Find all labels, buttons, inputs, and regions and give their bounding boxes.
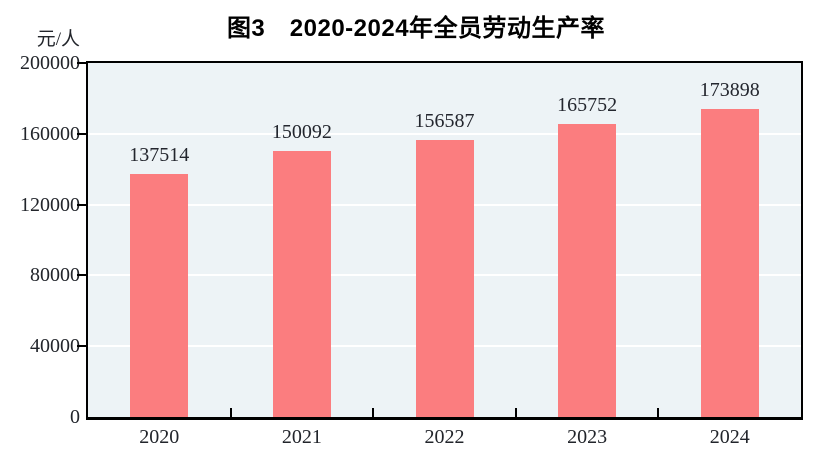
x-tick-label: 2024	[709, 426, 750, 448]
y-axis-unit-label: 元/人	[36, 29, 80, 50]
bar-value-label: 165752	[557, 93, 618, 116]
x-axis-tick	[229, 408, 232, 417]
y-tick-label: 160000	[20, 122, 80, 145]
bar-2024	[700, 109, 759, 417]
bar-value-label: 137514	[129, 143, 190, 166]
x-axis-tick	[657, 408, 660, 417]
x-tick-label: 2021	[281, 426, 322, 448]
x-tick-label: 2023	[567, 426, 608, 448]
bar-value-label: 173898	[699, 79, 760, 102]
x-tick-label: 2020	[139, 426, 180, 448]
bar-2023	[558, 123, 617, 417]
gridline	[88, 132, 801, 135]
y-axis-tick	[77, 132, 86, 135]
chart-title: 图3 2020-2024年全员劳动生产率	[226, 15, 606, 42]
y-axis-tick	[77, 274, 86, 277]
y-tick-label: 80000	[30, 264, 80, 287]
bar-value-label: 150092	[271, 121, 332, 144]
bar-2022	[415, 139, 474, 417]
y-tick-label: 120000	[20, 193, 80, 216]
y-tick-label: 200000	[20, 52, 80, 74]
y-axis-tick	[77, 62, 86, 64]
x-axis-tick	[372, 408, 375, 417]
y-tick-label: 40000	[30, 335, 80, 358]
x-tick-label: 2022	[424, 426, 465, 448]
plot-area: 137514 150092 156587 165752 173898	[86, 61, 803, 420]
y-axis-tick	[77, 203, 86, 206]
bar-2020	[130, 173, 189, 417]
bar-value-label: 156587	[414, 109, 475, 132]
bar-2021	[272, 151, 331, 417]
y-axis-tick	[77, 345, 86, 348]
x-axis-tick	[514, 408, 517, 417]
y-tick-label: 0	[70, 406, 80, 428]
